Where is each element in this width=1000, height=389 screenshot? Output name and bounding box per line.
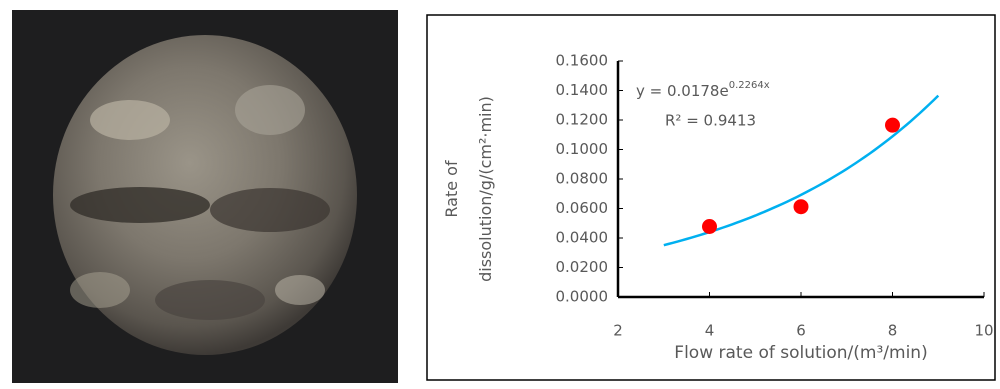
- data-point: [702, 219, 717, 234]
- photo: [12, 10, 398, 383]
- x-axis-label: Flow rate of solution/(m³/min): [674, 343, 927, 363]
- y-tick-label: 0.0600: [556, 199, 609, 217]
- y-tick-label: 0.1600: [556, 52, 609, 70]
- y-tick-label: 0.0400: [556, 229, 609, 247]
- x-tick-label: 2: [613, 322, 623, 340]
- equation-base: y = 0.0178e: [636, 82, 729, 100]
- y-tick-label: 0.0800: [556, 170, 609, 188]
- x-tick-label: 6: [796, 322, 806, 340]
- y-tick-label: 0.1000: [556, 140, 609, 158]
- equation-exponent: 0.2264x: [729, 80, 770, 91]
- y-axis-label: Rate of: [442, 160, 461, 218]
- x-tick-label: 10: [974, 322, 993, 340]
- figure: 0.0000 0.0200 0.0400 0.0600 0.0800 0.1000 0.12…: [0, 0, 1000, 385]
- y-tick-label: 0.0000: [556, 288, 609, 306]
- y-tick-label: 0.1200: [556, 111, 609, 129]
- data-point: [794, 199, 809, 214]
- y-tick-label: 0.0200: [556, 258, 609, 276]
- data-point: [885, 118, 900, 133]
- x-tick-label: 8: [888, 322, 898, 340]
- x-tick-label: 4: [705, 322, 715, 340]
- y-tick-label: 0.1400: [556, 81, 609, 99]
- y-axis-label: dissolution/g/(cm²·min): [476, 96, 495, 282]
- r-squared: R² = 0.9413: [665, 112, 756, 130]
